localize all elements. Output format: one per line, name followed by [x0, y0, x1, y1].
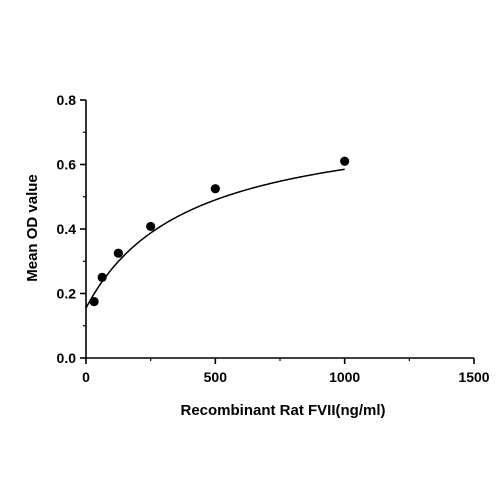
x-tick-label: 500 — [204, 369, 228, 385]
y-tick-label: 0.0 — [57, 350, 77, 366]
x-axis-title: Recombinant Rat FVII(ng/ml) — [180, 402, 385, 419]
data-point — [113, 248, 123, 258]
data-point — [210, 184, 220, 194]
y-tick-label: 0.4 — [57, 221, 77, 237]
data-points — [89, 156, 350, 307]
fit-curve-line — [85, 168, 345, 309]
data-point — [97, 272, 107, 282]
y-axis-title: Mean OD value — [24, 174, 41, 282]
y-tick-label: 0.8 — [57, 92, 77, 108]
data-point — [89, 296, 99, 307]
fit-curve-layer — [85, 168, 345, 309]
axes: 0.0 0.2 0.4 0.6 0.8 0 500 1000 1500 — [57, 92, 490, 385]
data-point — [146, 221, 156, 232]
x-tick-label: 1500 — [458, 369, 489, 385]
y-tick-label: 0.6 — [57, 157, 77, 173]
x-tick-label: 1000 — [329, 369, 360, 385]
data-point — [340, 156, 350, 166]
y-tick-label: 0.2 — [57, 286, 77, 302]
x-tick-label: 0 — [82, 369, 90, 385]
